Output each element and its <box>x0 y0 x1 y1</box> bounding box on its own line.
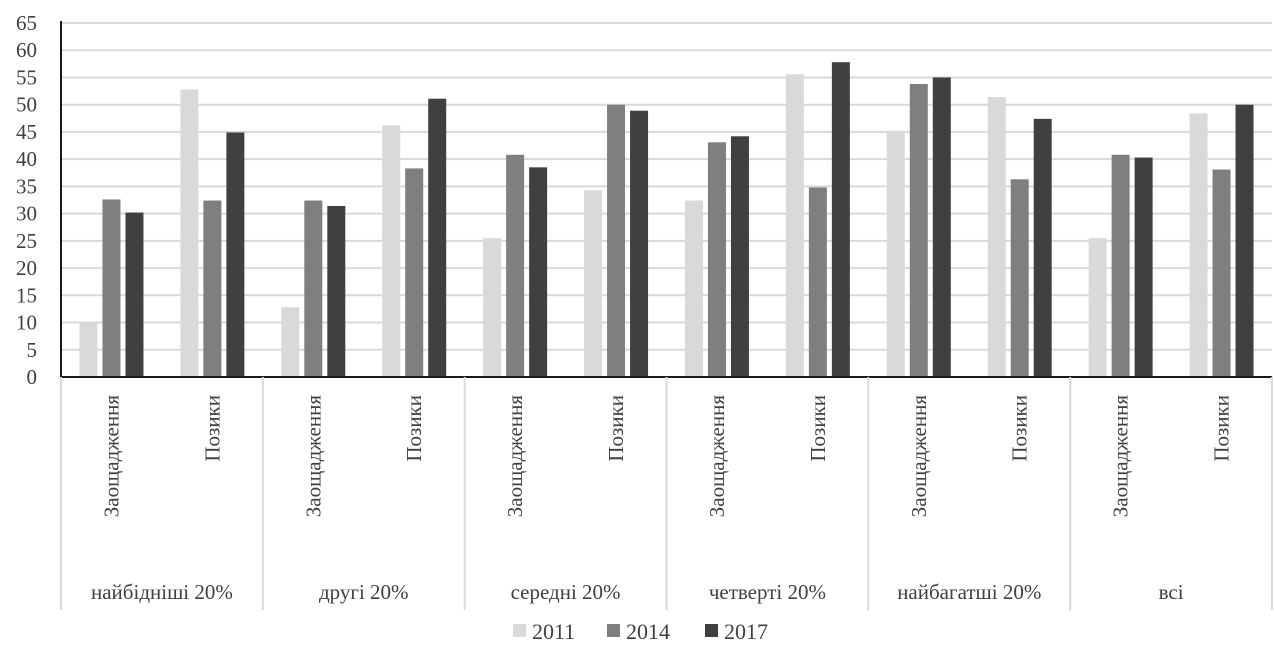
bar-2011 <box>382 125 401 377</box>
bar-2017 <box>1033 118 1052 378</box>
y-tick-label: 40 <box>16 147 37 171</box>
category-label: Заощадження <box>1109 395 1133 518</box>
y-tick-label: 55 <box>16 65 37 89</box>
bar-2011 <box>785 74 804 377</box>
bar-2014 <box>102 199 121 377</box>
bar-2011 <box>886 130 905 377</box>
bar-2017 <box>831 62 850 377</box>
group-label: найбідніші 20% <box>91 580 233 604</box>
y-tick-label: 30 <box>16 202 37 226</box>
bar-2014 <box>607 104 626 377</box>
category-label: Позики <box>402 395 426 462</box>
bar-2011 <box>483 238 502 377</box>
bar-2011 <box>684 200 703 377</box>
axis-labels: 0 5 10 15 20 25 30 35 40 45 50 55 60 65 Заощадження Поз… <box>16 11 1234 604</box>
bar-2014 <box>909 83 928 378</box>
bar-2011 <box>281 307 300 377</box>
bar-2017 <box>932 77 951 377</box>
group-label: другі 20% <box>319 580 409 604</box>
bar-2017 <box>125 212 144 377</box>
category-label: Позики <box>806 395 830 462</box>
category-label: Позики <box>1008 395 1032 462</box>
bar-2011 <box>584 190 603 377</box>
bar-2011 <box>987 97 1006 378</box>
legend-swatch-2017 <box>705 624 718 637</box>
y-tick-label: 45 <box>16 120 37 144</box>
bar-2011 <box>79 322 98 377</box>
y-tick-label: 20 <box>16 256 37 280</box>
category-label: Заощадження <box>503 395 527 518</box>
category-label: Заощадження <box>301 395 325 518</box>
y-tick-label: 50 <box>16 93 37 117</box>
category-label: Заощадження <box>99 395 123 518</box>
bar-2017 <box>1134 157 1153 377</box>
bar-2017 <box>730 136 749 377</box>
y-tick-label: 15 <box>16 283 37 307</box>
bar-2014 <box>707 142 726 377</box>
y-tick-label: 65 <box>16 11 37 35</box>
category-label: Позики <box>1210 395 1234 462</box>
bar-2017 <box>529 167 548 377</box>
bar-2014 <box>1111 154 1130 377</box>
bar-2014 <box>405 168 424 377</box>
category-label: Заощадження <box>705 395 729 518</box>
bar-2014 <box>1010 179 1029 377</box>
group-label: всі <box>1159 580 1184 604</box>
bar-2014 <box>203 200 222 377</box>
legend-swatch-2014 <box>607 624 620 637</box>
category-label: Позики <box>604 395 628 462</box>
group-label: середні 20% <box>511 580 621 604</box>
bar-2014 <box>1212 169 1231 377</box>
bar-2017 <box>1235 104 1254 377</box>
group-label: найбагатші 20% <box>897 580 1041 604</box>
bar-2017 <box>327 205 346 377</box>
legend-swatch-2011 <box>513 624 526 637</box>
legend-label-2014: 2014 <box>626 619 670 641</box>
legend: 2011 2014 2017 <box>513 619 768 644</box>
bar-2011 <box>1189 113 1208 377</box>
y-tick-label: 60 <box>16 38 37 62</box>
bar-2014 <box>304 200 323 377</box>
y-tick-label: 35 <box>16 174 37 198</box>
bar-2014 <box>506 154 525 377</box>
group-label: четверті 20% <box>709 580 826 604</box>
legend-label-2017: 2017 <box>724 619 768 641</box>
bar-2014 <box>808 187 827 377</box>
bar-2011 <box>1088 238 1107 377</box>
y-tick-label: 10 <box>16 311 37 335</box>
category-label: Позики <box>200 395 224 462</box>
category-label: Заощадження <box>907 395 931 518</box>
gridlines <box>61 22 1272 351</box>
bars <box>79 62 1254 378</box>
bar-2017 <box>428 98 447 377</box>
y-tick-label: 0 <box>27 365 38 389</box>
y-tick-label: 5 <box>27 338 38 362</box>
bar-2017 <box>630 110 649 377</box>
bar-2011 <box>180 89 199 377</box>
legend-label-2011: 2011 <box>532 619 575 641</box>
y-tick-label: 25 <box>16 229 37 253</box>
bar-2017 <box>226 132 245 377</box>
axes <box>60 21 1273 610</box>
